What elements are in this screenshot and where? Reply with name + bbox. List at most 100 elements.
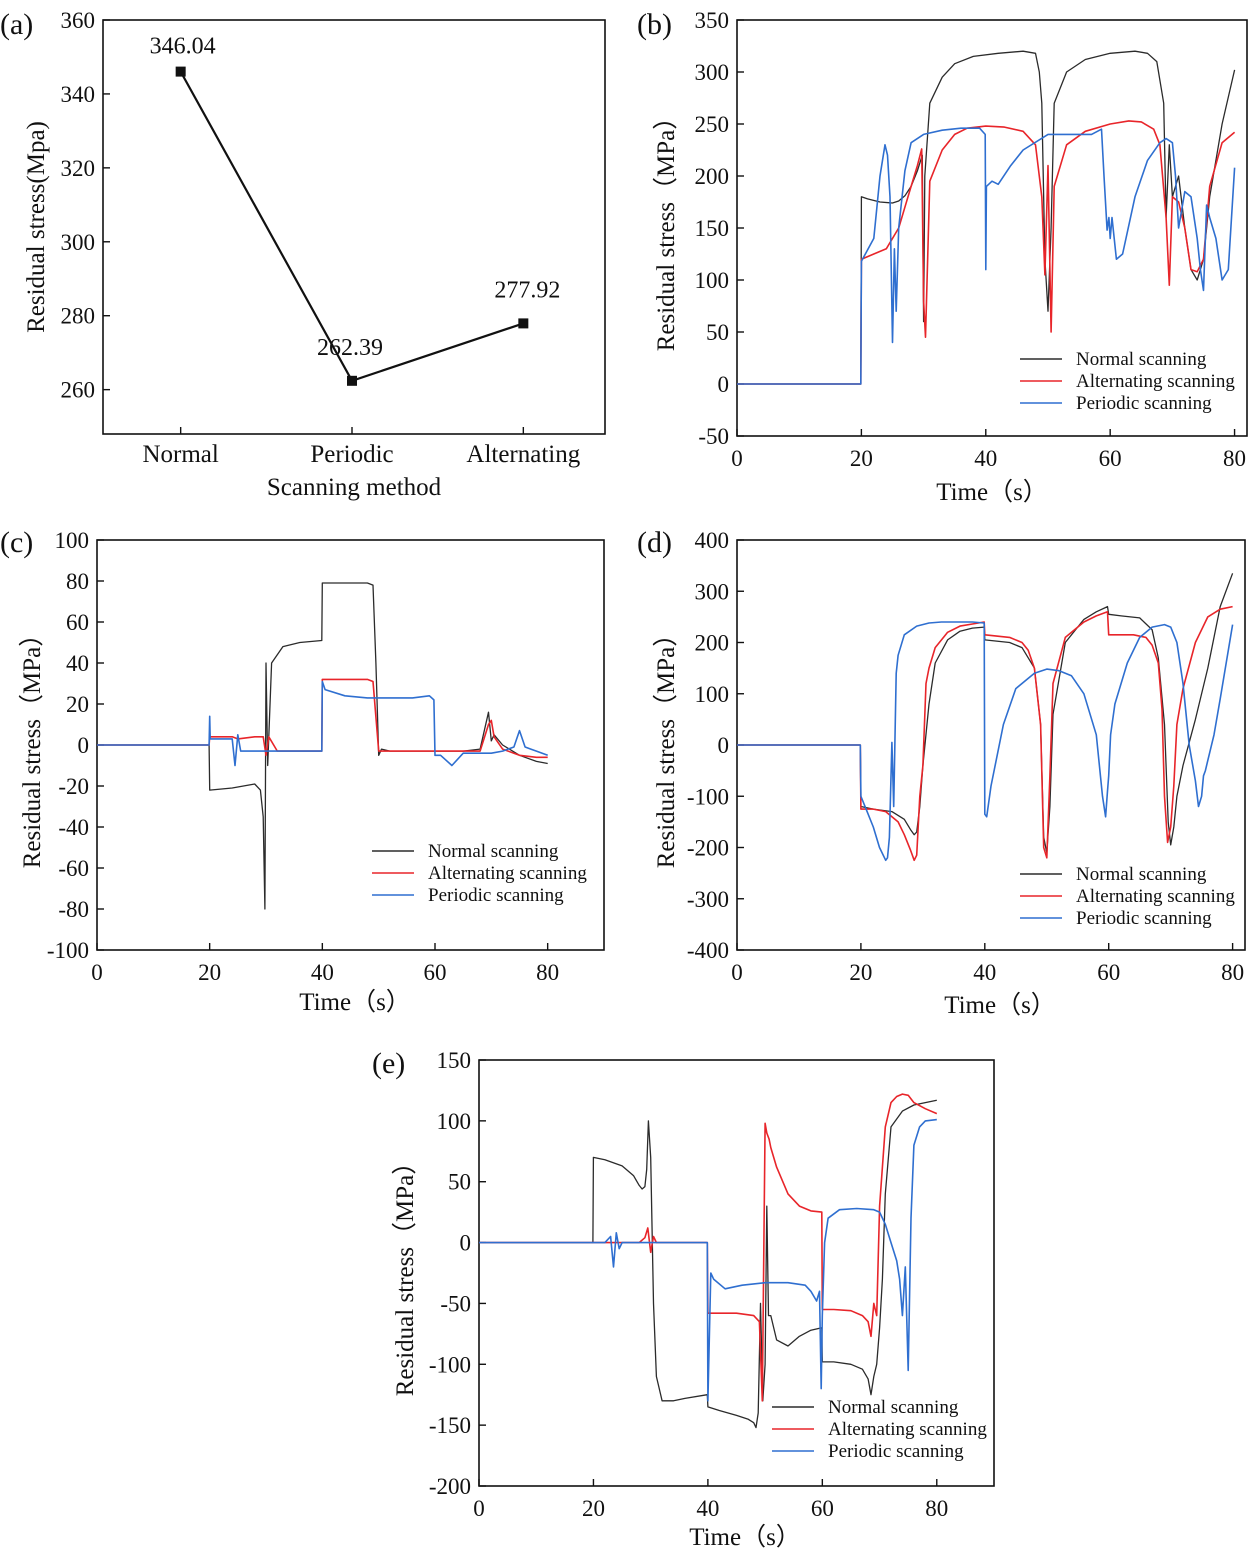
y-tick-label: -50 <box>698 424 729 449</box>
legend-entry: Normal scanning <box>828 1397 959 1418</box>
data-point <box>347 375 357 386</box>
series-line-periodic <box>479 1118 937 1402</box>
y-tick-label: -20 <box>58 774 89 799</box>
y-tick-label: 100 <box>695 268 730 293</box>
y-tick-label: -400 <box>687 938 729 963</box>
panel-label: (b) <box>637 8 672 41</box>
x-tick-label: 40 <box>311 960 334 985</box>
series-line-periodic <box>97 680 548 767</box>
y-tick-label: 360 <box>61 8 96 33</box>
legend-entry: Periodic scanning <box>1076 908 1212 929</box>
series-line-normal <box>97 582 548 910</box>
y-tick-label: 0 <box>718 372 730 397</box>
series-line-periodic <box>737 127 1236 385</box>
y-tick-label: 100 <box>695 682 730 707</box>
x-tick-label: 0 <box>473 1496 485 1521</box>
series-line-alternating <box>479 1093 938 1402</box>
y-tick-label: 150 <box>695 216 730 241</box>
legend-entry: Normal scanning <box>1076 349 1207 370</box>
legend-entry: Normal scanning <box>428 841 559 862</box>
chart-panel-d: (d)-400-300-200-1000100200300400Residual… <box>637 526 1246 1019</box>
y-tick-label: 100 <box>437 1109 472 1134</box>
series-line-alternating <box>737 120 1236 385</box>
legend-entry: Alternating scanning <box>1076 371 1235 392</box>
x-axis-label: Time（s） <box>936 478 1048 506</box>
y-tick-label: 100 <box>55 528 90 553</box>
panel-label: (c) <box>0 526 33 559</box>
y-axis-label: Residual stress（MPa） <box>652 622 680 869</box>
y-tick-label: -60 <box>58 856 89 881</box>
series-line-alternating <box>737 605 1233 862</box>
x-axis-label: Scanning method <box>267 474 442 501</box>
plot-frame <box>478 1059 995 1487</box>
legend-entry: Alternating scanning <box>428 863 587 884</box>
x-tick-label: 40 <box>973 960 996 985</box>
panel-label: (e) <box>372 1047 405 1080</box>
category-label: Normal <box>142 441 218 468</box>
y-tick-label: 280 <box>61 304 96 329</box>
category-label: Alternating <box>466 441 580 468</box>
y-tick-label: -200 <box>429 1474 471 1499</box>
y-tick-label: 60 <box>66 610 89 635</box>
y-axis-label: Residual stress(Mpa) <box>23 121 50 333</box>
x-axis-label: Time（s） <box>689 1523 801 1551</box>
chart-panel-a: (a) 260 280 300 320 340 360 Residual stress(Mpa… <box>0 8 606 501</box>
x-tick-label: 80 <box>536 960 559 985</box>
legend-entry: Alternating scanning <box>1076 886 1235 907</box>
data-label: 262.39 <box>317 335 383 361</box>
y-tick-label: 80 <box>66 569 89 594</box>
x-axis-label: Time（s） <box>299 988 411 1016</box>
x-tick-label: 60 <box>811 1496 834 1521</box>
y-tick-label: -300 <box>687 887 729 912</box>
plot-frame <box>102 19 606 435</box>
panel-label: (a) <box>0 8 33 41</box>
series-line-normal <box>479 1099 937 1429</box>
x-tick-label: 60 <box>1099 446 1122 471</box>
y-tick-label: 20 <box>66 692 89 717</box>
legend-entry: Normal scanning <box>1076 864 1207 885</box>
y-tick-label: -100 <box>687 784 729 809</box>
y-tick-label: 200 <box>695 631 730 656</box>
legend-entry: Periodic scanning <box>828 1441 964 1462</box>
x-axis-label: Time（s） <box>944 991 1056 1019</box>
y-tick-label: 320 <box>61 156 96 181</box>
y-tick-label: 350 <box>695 8 730 33</box>
y-tick-label: 50 <box>706 320 729 345</box>
chart-panel-e: (e) -200 -150 -100 -50 0 50 100 150 Residual stre… <box>372 1047 995 1551</box>
legend-entry: Periodic scanning <box>1076 393 1212 414</box>
y-tick-label: -150 <box>429 1413 471 1438</box>
y-tick-label: -200 <box>687 836 729 861</box>
data-label: 277.92 <box>494 277 560 303</box>
x-tick-label: 0 <box>731 446 743 471</box>
x-tick-label: 80 <box>1221 960 1244 985</box>
series-line-normal <box>737 50 1236 385</box>
y-tick-label: 250 <box>695 112 730 137</box>
y-tick-label: 260 <box>61 378 96 403</box>
y-tick-label: 300 <box>61 230 96 255</box>
x-tick-label: 80 <box>1223 446 1246 471</box>
y-tick-label: -100 <box>47 938 89 963</box>
category-label: Periodic <box>310 441 393 468</box>
y-tick-label: 0 <box>718 733 730 758</box>
y-tick-label: -80 <box>58 897 89 922</box>
y-tick-label: -40 <box>58 815 89 840</box>
x-tick-label: 40 <box>696 1496 719 1521</box>
y-tick-label: 300 <box>695 60 730 85</box>
x-tick-label: 0 <box>731 960 743 985</box>
data-point <box>175 66 186 77</box>
x-tick-label: 20 <box>850 446 873 471</box>
x-tick-label: 20 <box>198 960 221 985</box>
x-tick-label: 40 <box>974 446 997 471</box>
data-label: 346.04 <box>150 34 216 60</box>
y-tick-label: 150 <box>437 1048 472 1073</box>
y-axis-label: Residual stress（MPa） <box>652 105 680 352</box>
y-tick-label: -100 <box>429 1352 471 1377</box>
chart-panel-c: (c) -100 -80 -60 -40 -20 0 20 40 60 80 100 Residual … <box>0 526 605 1016</box>
y-tick-label: -50 <box>440 1291 471 1316</box>
y-tick-label: 200 <box>695 164 730 189</box>
panel-label: (d) <box>637 526 672 559</box>
legend-entry: Alternating scanning <box>828 1419 987 1440</box>
x-tick-label: 0 <box>91 960 103 985</box>
x-tick-label: 60 <box>424 960 447 985</box>
